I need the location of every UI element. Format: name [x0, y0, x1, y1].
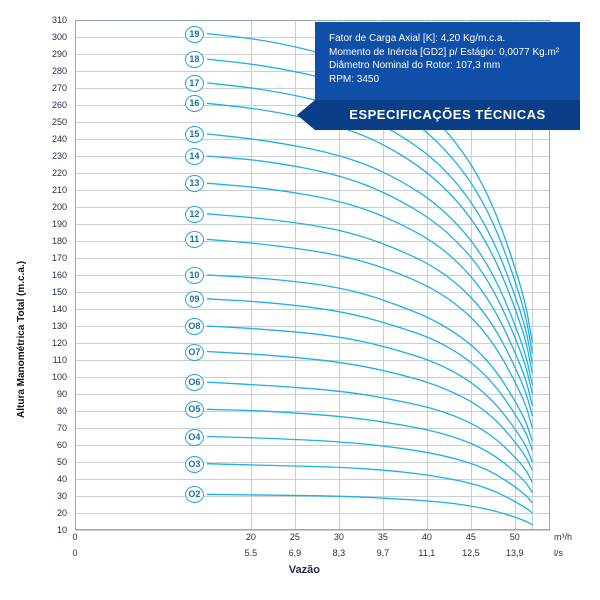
y-tick: 110	[53, 355, 67, 365]
y-tick: 260	[52, 100, 67, 110]
y-tick: 190	[52, 219, 67, 229]
x-tick-ls: 6,9	[289, 548, 302, 558]
x-tick-ls: 13,9	[506, 548, 524, 558]
x-tick-m3h: 50	[510, 532, 520, 542]
y-tick: 20	[57, 508, 67, 518]
x-tick-ls: 12,5	[462, 548, 480, 558]
spec-banner-text: ESPECIFICAÇÕES TÉCNICAS	[349, 107, 545, 122]
y-tick: 70	[57, 423, 67, 433]
y-tick: 80	[57, 406, 67, 416]
y-tick: 10	[57, 525, 67, 535]
x-unit-ls: l/s	[554, 548, 563, 558]
x-unit-m3h: m³/h	[554, 532, 572, 542]
y-tick: 160	[52, 270, 67, 280]
y-tick: 180	[52, 236, 67, 246]
x-tick-ls: 8,3	[333, 548, 346, 558]
spec-blurb: Fator de Carga Axial [K]: 4,20 Kg/m.c.a.…	[315, 22, 580, 100]
spec-line: Diâmetro Nominal do Rotor: 107,3 mm	[329, 59, 566, 73]
gridline-h	[75, 530, 550, 531]
y-tick: 40	[57, 474, 67, 484]
y-tick: 270	[52, 83, 67, 93]
y-tick: 280	[52, 66, 67, 76]
y-tick: 300	[52, 32, 67, 42]
y-tick: 120	[52, 338, 67, 348]
y-tick: 100	[52, 372, 67, 382]
y-tick: 90	[57, 389, 67, 399]
x-tick-ls: 9,7	[377, 548, 390, 558]
x-tick-m3h: 0	[72, 532, 77, 542]
x-tick-m3h: 25	[290, 532, 300, 542]
y-tick: 240	[52, 134, 67, 144]
y-tick: 210	[52, 185, 67, 195]
y-tick: 150	[52, 287, 67, 297]
spec-line: RPM: 3450	[329, 73, 566, 87]
x-tick-container: 0 0 20 5.5 25 6,9 30 8,3 35 9,7 40 11,1 45 12,5 50 13,9…	[75, 530, 550, 570]
x-tick-m3h: 40	[422, 532, 432, 542]
y-tick: 290	[52, 49, 67, 59]
x-tick-m3h: 35	[378, 532, 388, 542]
x-tick-m3h: 30	[334, 532, 344, 542]
y-tick: 50	[57, 457, 67, 467]
y-tick: 220	[52, 168, 67, 178]
x-tick-ls: 5.5	[245, 548, 258, 558]
y-tick: 140	[52, 304, 67, 314]
spec-line: Momento de Inércia [GD2] p/ Estágio: 0,0…	[329, 46, 566, 60]
x-tick-ls: 11,1	[418, 548, 435, 558]
spec-line: Fator de Carga Axial [K]: 4,20 Kg/m.c.a.	[329, 32, 566, 46]
y-tick: 30	[57, 491, 67, 501]
y-tick: 310	[52, 15, 67, 25]
y-tick: 200	[52, 202, 67, 212]
y-tick: 250	[52, 117, 67, 127]
y-tick: 230	[52, 151, 67, 161]
x-tick-m3h: 45	[466, 532, 476, 542]
spec-banner: ESPECIFICAÇÕES TÉCNICAS	[315, 100, 580, 130]
x-tick-ls: 0	[72, 548, 77, 558]
spec-info-box: Fator de Carga Axial [K]: 4,20 Kg/m.c.a.…	[315, 22, 580, 130]
y-tick-container: 1020304050607080901001101201301401501601…	[0, 20, 71, 530]
y-tick: 60	[57, 440, 67, 450]
y-tick: 130	[52, 321, 67, 331]
x-tick-m3h: 20	[246, 532, 256, 542]
y-tick: 170	[52, 253, 67, 263]
